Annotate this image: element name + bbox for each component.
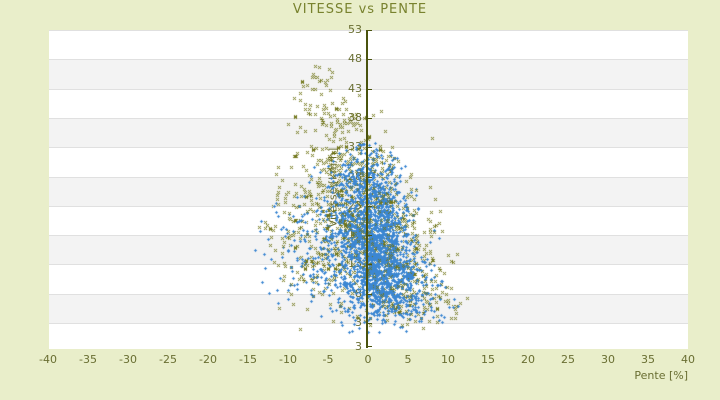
axis-tickmark [368, 176, 372, 178]
x-tick-label: -40 [39, 353, 57, 366]
x-tick-label: 15 [481, 353, 495, 366]
scatter-canvas [49, 30, 688, 349]
axis-tickmark [368, 147, 372, 149]
axis-tickmark [368, 293, 372, 295]
x-tick-label: -10 [279, 353, 297, 366]
axis-tickmark [368, 117, 372, 119]
axis-tickmark [368, 323, 372, 324]
axis-tickmark [368, 88, 372, 90]
y-axis-line [366, 30, 368, 348]
x-tick-label: -35 [79, 353, 97, 366]
axis-tickmark [368, 30, 372, 31]
axis-tickmark [368, 59, 372, 61]
axis-tickmark [368, 346, 372, 347]
axis-tickmark [368, 264, 372, 266]
x-tick-label: -25 [159, 353, 177, 366]
x-axis-title: Pente [%] [634, 369, 688, 382]
x-tick-label: 20 [521, 353, 535, 366]
x-tick-label: 35 [641, 353, 655, 366]
plot-area: 534843383328231813833 Vitesse [km/h] [49, 23, 688, 353]
x-tick-label: 40 [681, 353, 695, 366]
axis-tickmark [368, 235, 372, 237]
axis-tickmark [368, 205, 372, 207]
x-tick-label: 5 [404, 353, 412, 366]
x-tick-label: 25 [561, 353, 575, 366]
x-tick-label: 30 [601, 353, 615, 366]
x-tick-label: -20 [199, 353, 217, 366]
x-tick-label: 10 [441, 353, 455, 366]
x-tick-label: 0 [364, 353, 372, 366]
chart-title: VITESSE vs PENTE [292, 2, 428, 17]
x-tick-label: -5 [322, 353, 334, 366]
x-tick-label: -30 [119, 353, 137, 366]
x-tick-label: -15 [239, 353, 257, 366]
